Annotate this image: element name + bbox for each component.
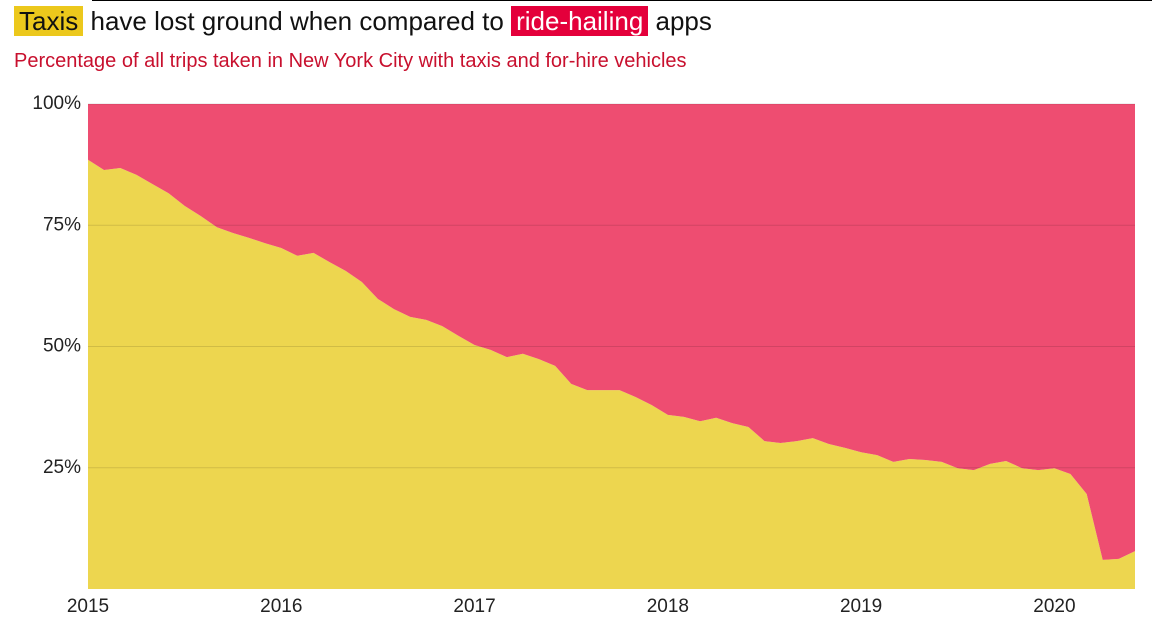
area	[88, 104, 1135, 560]
y-tick-label: 50%	[43, 336, 81, 357]
x-tick-label: 2019	[840, 596, 882, 617]
y-tick-label: 100%	[32, 93, 81, 114]
chart-title: Taxis have lost ground when compared to …	[14, 6, 712, 37]
area	[88, 159, 1135, 589]
chart-subtitle: Percentage of all trips taken in New Yor…	[14, 50, 687, 72]
title-text: apps	[655, 6, 712, 36]
x-tick-label: 2015	[67, 596, 109, 617]
title-highlight: ride-hailing	[511, 6, 649, 36]
title-text: have lost ground when compared to	[90, 6, 504, 36]
x-tick-label: 2020	[1033, 596, 1075, 617]
x-tick-label: 2016	[260, 596, 302, 617]
top-rule	[92, 0, 1152, 1]
x-tick-label: 2018	[647, 596, 689, 617]
y-tick-label: 75%	[43, 214, 81, 235]
title-highlight: Taxis	[14, 6, 84, 36]
x-tick-label: 2017	[453, 596, 495, 617]
y-tick-label: 25%	[43, 457, 81, 478]
